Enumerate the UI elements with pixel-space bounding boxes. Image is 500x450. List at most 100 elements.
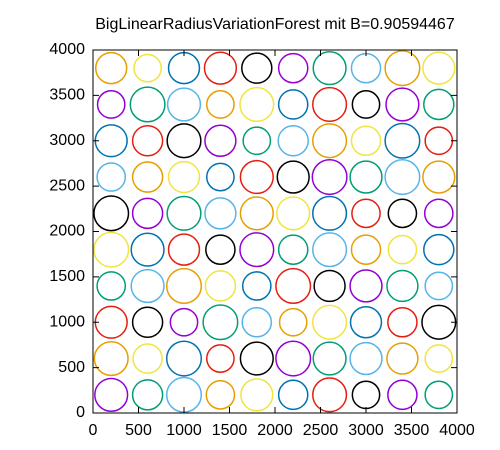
circle — [132, 343, 163, 374]
circle — [423, 233, 455, 266]
circle — [277, 89, 309, 120]
circle — [240, 378, 274, 412]
y-tick-label: 2000 — [49, 223, 85, 240]
circle — [166, 123, 202, 159]
x-tick-label: 1000 — [166, 422, 202, 439]
y-tick-label: 3500 — [49, 87, 85, 104]
y-tick-label: 4000 — [49, 41, 85, 58]
circle — [203, 51, 238, 85]
chart-title: BigLinearRadiusVariationForest mit B=0.9… — [95, 16, 455, 33]
circle — [351, 198, 381, 229]
circle — [312, 377, 348, 413]
circle — [206, 162, 235, 192]
circle — [93, 340, 129, 377]
circle — [312, 195, 348, 231]
circle — [96, 271, 127, 301]
circle — [422, 51, 456, 85]
circle — [276, 196, 311, 231]
y-tick-label: 1500 — [49, 268, 85, 285]
circle — [384, 50, 421, 87]
circle — [131, 306, 164, 339]
circle — [386, 269, 419, 303]
x-tick-label: 500 — [125, 422, 152, 439]
circle — [165, 340, 203, 377]
circle — [312, 341, 347, 376]
circle — [131, 379, 164, 411]
circle — [384, 122, 421, 159]
circle — [387, 198, 418, 229]
circle — [423, 198, 454, 229]
circle — [351, 90, 381, 119]
circle — [349, 306, 383, 339]
circle — [350, 234, 382, 265]
circle — [205, 234, 236, 265]
circle — [131, 124, 164, 157]
circle — [312, 232, 348, 268]
circle — [349, 160, 383, 194]
circle — [166, 195, 202, 231]
circle — [387, 234, 418, 265]
circle — [311, 159, 348, 196]
circle — [204, 270, 237, 302]
circle — [350, 125, 382, 157]
x-tick-label: 2000 — [257, 422, 293, 439]
x-tick-label: 3000 — [348, 422, 384, 439]
circle — [131, 197, 164, 230]
circle — [96, 162, 127, 192]
y-tick-label: 0 — [76, 404, 85, 421]
circle — [202, 304, 239, 341]
circle — [277, 52, 309, 84]
circle — [241, 271, 272, 301]
circle — [242, 126, 272, 156]
circle — [241, 306, 273, 338]
y-tick-label: 500 — [58, 359, 85, 376]
circle — [165, 267, 203, 304]
circle — [131, 161, 164, 193]
circle — [278, 307, 308, 337]
circle — [349, 269, 383, 303]
circle — [312, 123, 348, 159]
circle — [94, 51, 128, 85]
x-tick-label: 3500 — [394, 422, 430, 439]
y-tick-label: 3000 — [49, 132, 85, 149]
circle — [312, 304, 348, 340]
circle — [385, 87, 420, 122]
circle — [386, 342, 419, 375]
circle — [96, 90, 126, 119]
circle — [239, 341, 274, 376]
circle — [94, 377, 129, 412]
circle — [277, 379, 309, 411]
circle — [167, 160, 201, 194]
circle — [204, 124, 237, 157]
circle — [239, 159, 274, 195]
circle — [422, 160, 456, 194]
circle — [312, 86, 348, 123]
circle — [312, 51, 347, 86]
circle — [239, 86, 275, 123]
circle — [239, 196, 274, 231]
circle — [130, 268, 165, 304]
circle — [166, 87, 202, 122]
circle — [424, 344, 454, 373]
circle — [276, 160, 310, 194]
circle — [275, 340, 312, 377]
circle — [313, 269, 346, 303]
circle — [424, 380, 454, 410]
circle — [205, 379, 236, 410]
y-tick-label: 1000 — [49, 313, 85, 330]
circle — [239, 232, 275, 268]
circle — [277, 234, 309, 265]
circle — [130, 232, 165, 267]
circle — [93, 231, 130, 268]
x-tick-label: 1500 — [212, 422, 248, 439]
circle — [241, 52, 273, 84]
x-tick-label: 2500 — [303, 422, 339, 439]
circle — [387, 306, 418, 338]
circle — [277, 124, 309, 157]
circle — [204, 197, 237, 230]
circle — [387, 379, 418, 411]
x-tick-label: 0 — [89, 422, 98, 439]
x-tick-label: 4000 — [439, 422, 475, 439]
